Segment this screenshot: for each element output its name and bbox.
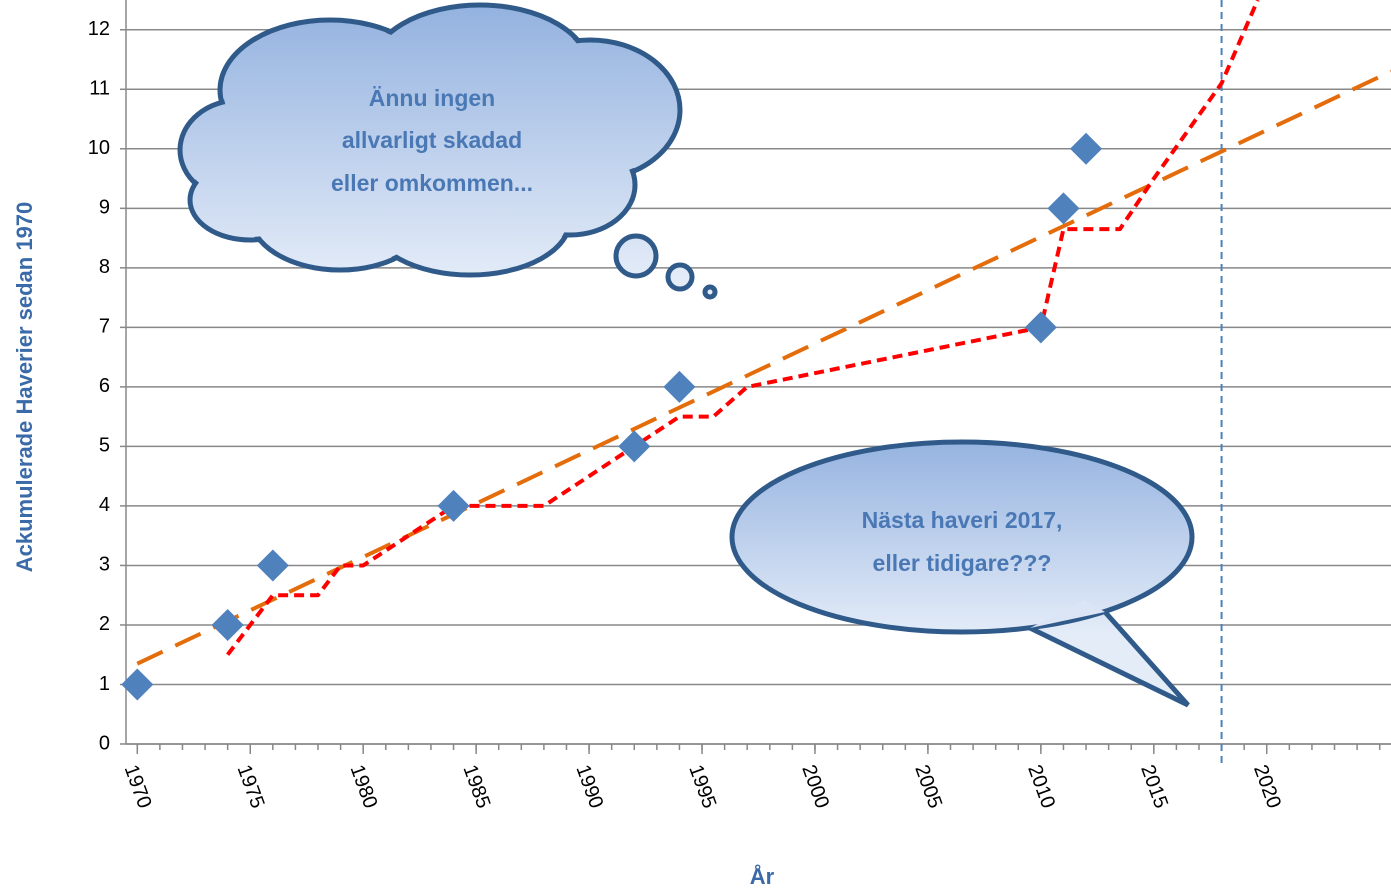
x-tick-label: 1995	[684, 762, 720, 811]
y-tick-label: 11	[89, 78, 110, 100]
cloud-text: eller omkommen...	[331, 170, 533, 196]
chart: 0123456789101112197019751980198519901995…	[0, 0, 1391, 895]
x-tick-label: 2020	[1249, 762, 1285, 811]
y-tick-label: 9	[99, 197, 110, 219]
x-tick-label: 2000	[797, 762, 833, 811]
x-tick-label: 1990	[571, 762, 607, 811]
cloud-text: Ännu ingen	[369, 85, 495, 111]
x-tick-label: 1970	[120, 762, 156, 811]
data-point	[663, 371, 695, 403]
y-tick-label: 6	[99, 375, 110, 397]
x-tick-label: 1975	[233, 762, 269, 811]
y-tick-label: 5	[99, 435, 110, 457]
x-tick-label: 2005	[910, 762, 946, 811]
data-point	[1070, 133, 1102, 165]
data-point	[1047, 192, 1079, 224]
bubble-text: eller tidigare???	[873, 550, 1052, 576]
x-tick-label: 1980	[346, 762, 382, 811]
data-point	[1025, 311, 1057, 343]
data-point	[618, 430, 650, 462]
y-tick-label: 4	[99, 494, 110, 516]
y-tick-label: 1	[99, 673, 110, 695]
bubble-text: Nästa haveri 2017,	[862, 507, 1063, 533]
y-tick-label: 7	[99, 316, 110, 338]
x-tick-label: 2015	[1136, 762, 1172, 811]
y-tick-label: 2	[99, 613, 110, 635]
y-axis-label: Ackumulerade Haverier sedan 1970	[12, 202, 37, 573]
cloud-text: allvarligt skadad	[342, 127, 522, 153]
data-point	[212, 609, 244, 641]
annotations: Ännu ingen allvarligt skadad eller omkom…	[180, 5, 1192, 705]
data-point	[438, 490, 470, 522]
y-tick-label: 3	[99, 554, 110, 576]
y-tick-label: 10	[88, 137, 110, 159]
data-point	[257, 549, 289, 581]
x-axis-label: År	[750, 863, 775, 889]
y-tick-label: 0	[99, 732, 110, 754]
x-tick-label: 1985	[458, 762, 494, 811]
y-tick-label: 8	[99, 256, 110, 278]
x-tick-label: 2010	[1023, 762, 1059, 811]
y-tick-label: 12	[88, 18, 110, 40]
